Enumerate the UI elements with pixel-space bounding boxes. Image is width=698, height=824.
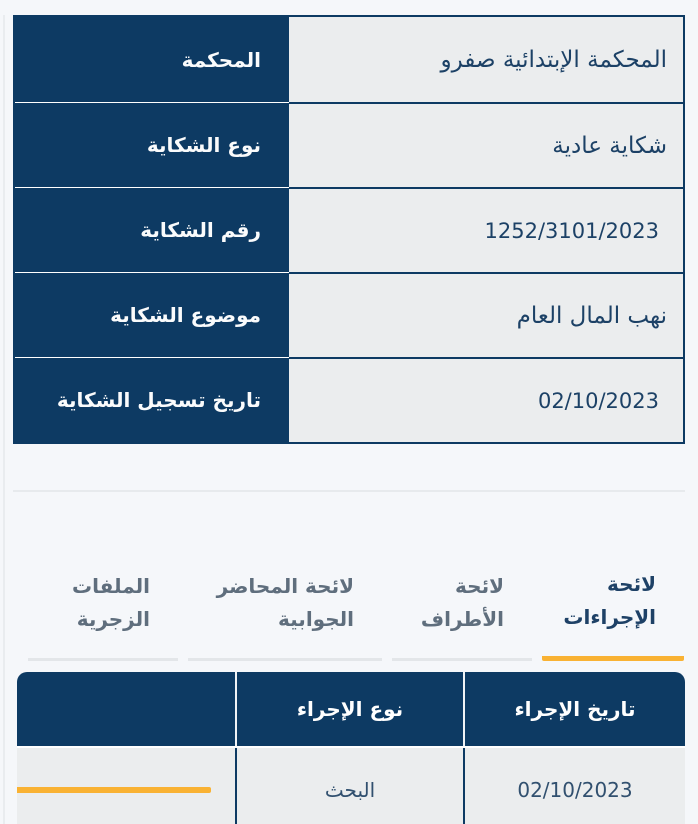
complaint-details-table: المحكمة المحكمة الإبتدائية صفرو نوع الشك… <box>13 15 685 444</box>
complaint-number-label: رقم الشكاية <box>15 187 289 272</box>
complaint-number-value: 1252/3101/2023 <box>289 187 683 272</box>
procedures-table: تاريخ الإجراء نوع الإجراء 02/10/2023 الب… <box>17 672 685 824</box>
registration-date-value: 02/10/2023 <box>289 357 683 442</box>
complaint-type-value: شكاية عادية <box>289 102 683 187</box>
tab-parties-list[interactable]: لائحة الأطراف <box>392 544 532 661</box>
tab-procedures-list[interactable]: لائحة الإجراءات <box>542 542 684 661</box>
table-row: موضوع الشكاية نهب المال العام <box>15 272 683 357</box>
table-row: المحكمة المحكمة الإبتدائية صفرو <box>15 17 683 102</box>
tab-response-reports-list[interactable]: لائحة المحاضر الجوابية <box>188 544 382 661</box>
court-value: المحكمة الإبتدائية صفرو <box>289 17 683 102</box>
complaint-subject-label: موضوع الشكاية <box>15 272 289 357</box>
table-row: تاريخ تسجيل الشكاية 02/10/2023 <box>15 357 683 442</box>
procedure-type-header: نوع الإجراء <box>235 672 463 746</box>
court-label: المحكمة <box>15 17 289 102</box>
tab-bar: لائحة الإجراءات لائحة الأطراف لائحة المح… <box>25 542 684 661</box>
complaint-type-label: نوع الشكاية <box>15 102 289 187</box>
complaint-subject-value: نهب المال العام <box>289 272 683 357</box>
procedure-date-cell: 02/10/2023 <box>463 748 685 824</box>
procedure-date-header: تاريخ الإجراء <box>463 672 685 746</box>
procedures-table-header: تاريخ الإجراء نوع الإجراء <box>17 672 685 746</box>
table-row: رقم الشكاية 1252/3101/2023 <box>15 187 683 272</box>
section-divider <box>13 490 685 492</box>
scrollbar-track[interactable] <box>3 15 5 824</box>
registration-date-label: تاريخ تسجيل الشكاية <box>15 357 289 442</box>
procedure-type-cell: البحث <box>235 748 463 824</box>
table-row: نوع الشكاية شكاية عادية <box>15 102 683 187</box>
page: { "colors": { "navy": "#0d3a63", "accent… <box>0 15 698 824</box>
procedure-action-bar[interactable] <box>17 787 211 793</box>
tab-criminal-files[interactable]: الملفات الزجرية <box>28 544 178 661</box>
procedure-action-header <box>17 672 235 746</box>
table-row: 02/10/2023 البحث <box>17 746 685 824</box>
procedure-action-cell <box>17 748 235 824</box>
